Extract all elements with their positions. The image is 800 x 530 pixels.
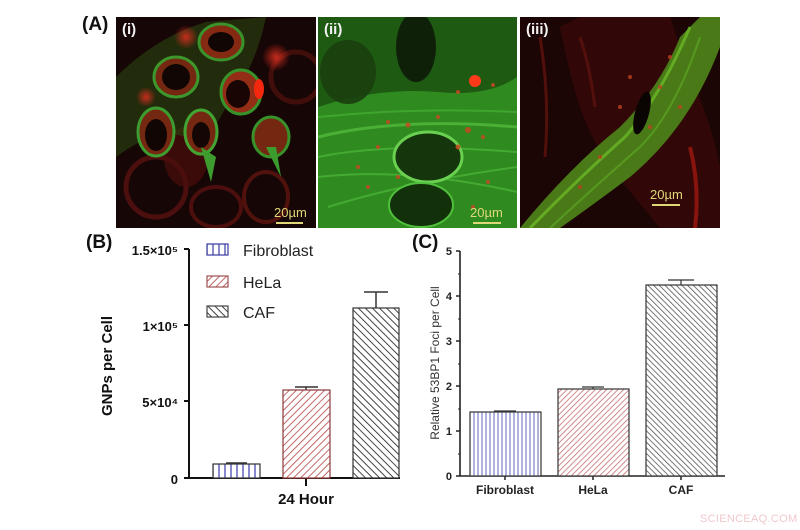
microscopy-image-i-render xyxy=(116,17,316,228)
ytick-label: 5 xyxy=(446,246,452,258)
chart-b-y-axis-title: GNPs per Cell xyxy=(99,316,116,416)
microscopy-image-fibroblast: (i) 20µm xyxy=(116,17,316,228)
panel-label-c: (C) xyxy=(412,232,439,253)
scale-bar-label-iii: 20µm xyxy=(650,187,683,202)
chart-c-x-labels: Fibroblast HeLa CAF xyxy=(476,483,693,497)
chart-c-y-axis-title: Relative 53BP1 Foci per Cell xyxy=(428,286,442,439)
legend-label-caf: CAF xyxy=(243,305,275,322)
bar-caf xyxy=(645,284,718,477)
bar-hela xyxy=(557,388,630,477)
ytick-label: 2 xyxy=(446,381,452,393)
panel-sub-label-iii: (iii) xyxy=(526,21,549,38)
legend-swatch-caf xyxy=(206,305,229,318)
chart-c-ytick-labels: 5 4 3 2 1 0 xyxy=(446,246,453,483)
panel-sub-label-ii: (ii) xyxy=(324,21,343,38)
ytick-label: 3 xyxy=(446,336,452,348)
panel-label-b: (B) xyxy=(86,232,113,253)
chart-c-bars xyxy=(469,279,718,477)
panel-label-a: (A) xyxy=(82,14,109,35)
microscopy-image-iii-render xyxy=(520,17,720,228)
scale-bar-i xyxy=(276,222,303,224)
microscopy-image-caf: (iii) 20µm xyxy=(520,17,720,228)
x-category-label: Fibroblast xyxy=(476,483,534,497)
bar-caf xyxy=(352,307,400,479)
microscopy-image-hela: (ii) 20µm xyxy=(318,17,517,228)
ytick-label: 5×10⁴ xyxy=(142,395,178,410)
bar-fibroblast xyxy=(469,411,542,477)
bar-fibroblast xyxy=(212,463,261,479)
chart-b-legend: Fibroblast HeLa CAF xyxy=(206,243,314,322)
ytick-label: 4 xyxy=(446,291,453,303)
ytick-label: 1.5×10⁵ xyxy=(132,243,178,258)
chart-b-ytick-labels: 1.5×10⁵ 1×10⁵ 5×10⁴ 0 xyxy=(132,243,178,487)
legend-swatch-fibroblast xyxy=(206,243,229,256)
ytick-label: 0 xyxy=(171,472,178,487)
x-category-label: HeLa xyxy=(578,483,608,497)
panel-sub-label-i: (i) xyxy=(122,21,137,38)
scale-bar-iii xyxy=(652,204,680,206)
scale-bar-label-ii: 20µm xyxy=(470,205,503,220)
ytick-label: 1×10⁵ xyxy=(143,319,178,334)
bar-hela xyxy=(282,389,331,479)
legend-swatch-hela xyxy=(206,275,229,288)
legend-label-hela: HeLa xyxy=(243,275,281,292)
scale-bar-label-i: 20µm xyxy=(274,205,307,220)
chart-b-bars xyxy=(212,291,400,479)
ytick-label: 1 xyxy=(446,426,452,438)
microscopy-image-ii-render xyxy=(318,17,517,228)
chart-b-x-category-label: 24 Hour xyxy=(278,491,334,508)
watermark: SCIENCEAQ.COM xyxy=(700,513,798,525)
legend-label-fibroblast: Fibroblast xyxy=(243,243,314,260)
x-category-label: CAF xyxy=(669,483,694,497)
ytick-label: 0 xyxy=(446,471,452,483)
scale-bar-ii xyxy=(473,222,501,224)
